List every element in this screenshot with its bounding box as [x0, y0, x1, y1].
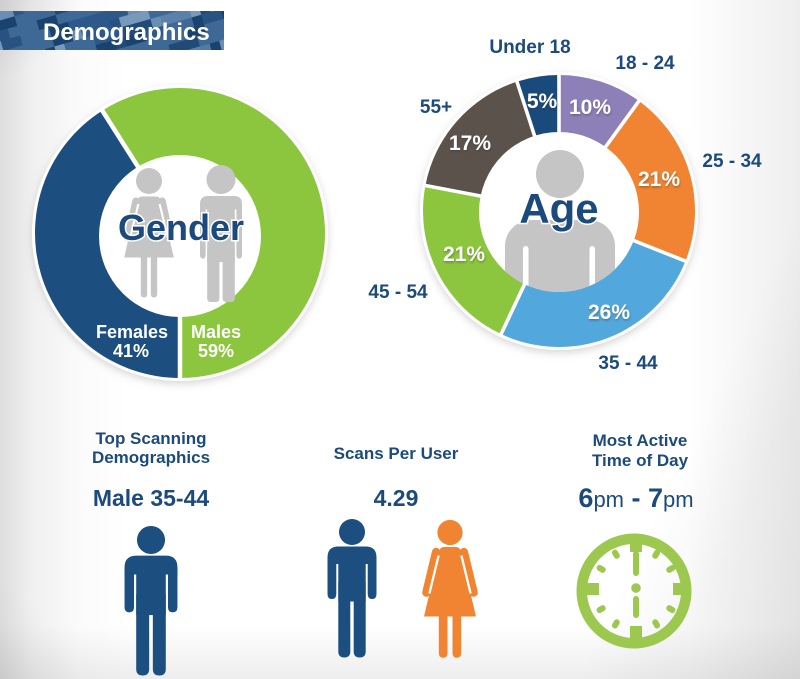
svg-text:21%: 21%	[443, 243, 485, 266]
svg-text:6pm - 7pm: 6pm - 7pm	[578, 483, 693, 513]
svg-text:35 - 44: 35 - 44	[598, 353, 658, 374]
svg-text:55+: 55+	[420, 97, 452, 118]
svg-text:Demographics: Demographics	[92, 448, 210, 467]
svg-text:4.29: 4.29	[374, 485, 419, 511]
svg-text:41%: 41%	[113, 341, 149, 361]
svg-text:Time of Day: Time of Day	[592, 451, 689, 470]
svg-text:Scans Per User: Scans Per User	[334, 444, 459, 463]
svg-text:25 - 34: 25 - 34	[702, 151, 762, 172]
svg-text:Females: Females	[96, 322, 168, 342]
svg-text:Under 18: Under 18	[489, 37, 570, 58]
svg-text:Demographics: Demographics	[43, 19, 210, 46]
svg-text:17%: 17%	[449, 132, 491, 155]
svg-text:5%: 5%	[527, 90, 558, 113]
svg-text:Males: Males	[191, 322, 241, 342]
svg-text:18 - 24: 18 - 24	[615, 53, 675, 74]
svg-text:59%: 59%	[198, 341, 234, 361]
svg-text:Age: Age	[519, 185, 598, 232]
svg-text:21%: 21%	[638, 168, 680, 191]
svg-text:26%: 26%	[588, 301, 630, 324]
svg-text:Male 35-44: Male 35-44	[93, 485, 210, 511]
svg-text:10%: 10%	[569, 96, 611, 119]
svg-text:45 - 54: 45 - 54	[368, 282, 428, 303]
svg-text:Top Scanning: Top Scanning	[95, 429, 206, 448]
svg-text:Gender: Gender	[118, 207, 244, 248]
svg-text:Most Active: Most Active	[593, 431, 688, 450]
